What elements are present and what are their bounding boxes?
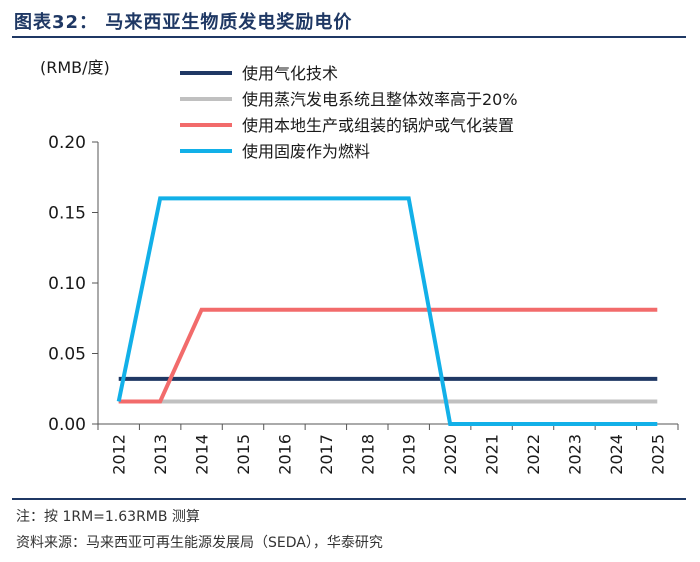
x-tick-label: 2018 xyxy=(358,434,377,475)
y-tick-label: 0.10 xyxy=(48,274,86,294)
footer-rule xyxy=(12,498,686,500)
legend-label-2: 使用蒸汽发电系统且整体效率高于20% xyxy=(242,90,518,109)
x-tick-label: 2024 xyxy=(607,434,626,475)
legend-label-4: 使用固废作为燃料 xyxy=(242,142,370,161)
y-tick-label: 0.20 xyxy=(48,133,86,153)
x-tick-label: 2012 xyxy=(110,434,129,475)
figure-note: 注：按 1RM=1.63RMB 测算 xyxy=(16,509,200,525)
x-tick-label: 2013 xyxy=(151,434,170,475)
x-tick-label: 2014 xyxy=(193,434,212,475)
x-tick-label: 2020 xyxy=(441,434,460,475)
figure-title-bar: 图表32： 马来西亚生物质发电奖励电价 xyxy=(12,6,686,38)
x-tick-label: 2025 xyxy=(648,434,667,475)
x-tick-label: 2019 xyxy=(400,434,419,475)
series-layer xyxy=(116,196,658,426)
series-line-3 xyxy=(118,307,658,404)
x-tick-label: 2021 xyxy=(483,434,502,475)
series-line-4 xyxy=(116,196,658,426)
x-tick-label: 2015 xyxy=(234,434,253,475)
figure-source: 资料来源：马来西亚可再生能源发展局（SEDA），华泰研究 xyxy=(16,535,383,551)
x-tick-label: 2017 xyxy=(317,434,336,475)
figure-title: 图表32： 马来西亚生物质发电奖励电价 xyxy=(14,12,353,33)
y-tick-label: 0.05 xyxy=(48,345,86,365)
chart-axes: 0.00 0.05 0.10 0.15 0.20 2012 2013 2014 2015 2016… xyxy=(48,133,679,475)
legend-label-1: 使用气化技术 xyxy=(242,64,338,83)
y-axis-label: (RMB/度) xyxy=(40,58,110,77)
x-tick-label: 2023 xyxy=(565,434,584,475)
y-tick-label: 0.00 xyxy=(48,415,86,435)
y-tick-label: 0.15 xyxy=(48,204,86,224)
x-tick-label: 2016 xyxy=(275,434,294,475)
legend-label-3: 使用本地生产或组装的锅炉或气化装置 xyxy=(242,116,514,135)
x-tick-label: 2022 xyxy=(524,434,543,475)
